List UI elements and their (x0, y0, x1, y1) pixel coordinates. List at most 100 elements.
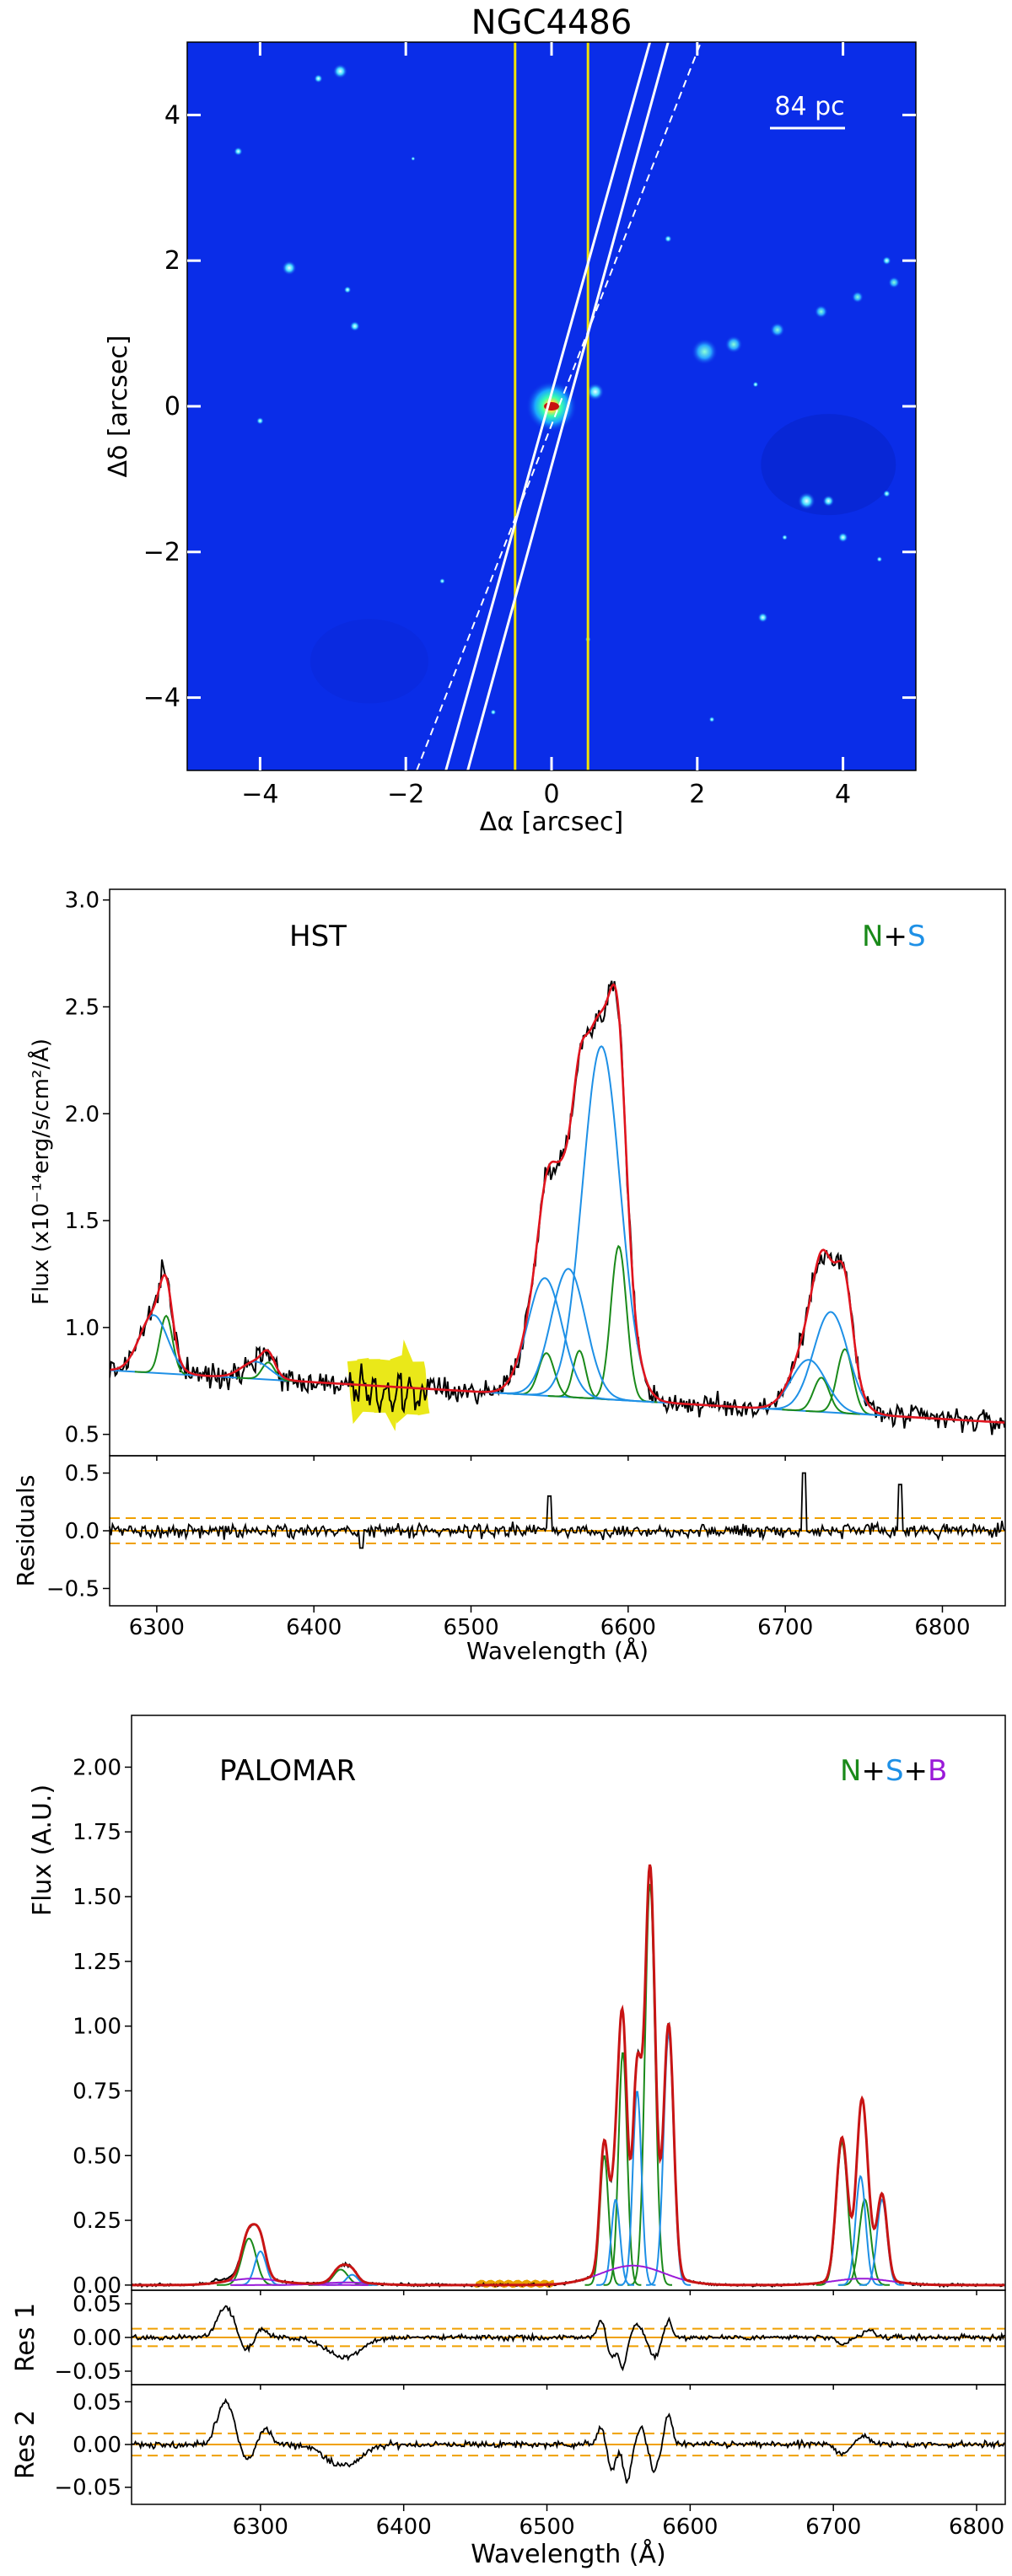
hst-xtick-label: 6700 (757, 1615, 813, 1640)
palomar-annotation: PALOMAR (219, 1754, 356, 1788)
hst-panel: HST N+S 0.5 1.0 1.5 2.0 2.5 3.0 Flux (x10⁻¹⁴e… (12, 888, 1006, 1665)
palomar-spectrum (132, 1864, 1005, 2289)
component-line (236, 1361, 299, 1382)
xtick-label: −4 (241, 780, 278, 809)
palomar-axes: 0.00 0.25 0.50 0.75 1.00 1.25 1.50 1.75 2.00 (73, 1755, 132, 2299)
slit-white-dashed (416, 42, 702, 770)
component-line (584, 2155, 623, 2286)
image-panel: NGC4486 84 pc −4 −2 0 2 4 −4 −2 0 2 4 Δα [arcsec]… (104, 3, 917, 837)
ytick-label: 2 (164, 246, 180, 276)
hst-ytick-label: 2.0 (65, 1102, 100, 1127)
hst-ytick-label: 3.0 (65, 888, 100, 914)
component-line (458, 1277, 631, 1402)
scalebar-label: 84 pc (774, 92, 844, 121)
star (822, 495, 835, 507)
pal-xtick-label: 6500 (519, 2514, 574, 2540)
component-line (859, 2198, 905, 2286)
palomar-panel: PALOMAR N+S+B 0.00 0.25 0.50 0.75 1.00 1.25 1.… (11, 1715, 1006, 2569)
jet-knot (814, 304, 828, 319)
hst-ylabel: Flux (x10⁻¹⁴erg/s/cm²/Å) (27, 1038, 54, 1305)
residual-curve (131, 2305, 1005, 2372)
component-line (837, 2175, 883, 2286)
component-line (646, 2031, 692, 2286)
pal-ytick-label: 1.75 (73, 1820, 121, 1845)
jet-knot (691, 338, 718, 365)
star (343, 286, 352, 294)
palomar-res2-ylabel: Res 2 (11, 2410, 40, 2479)
pal-ytick-label: 0.00 (73, 2273, 121, 2299)
dark-patch (310, 619, 428, 704)
hst-xtick-label: 6600 (600, 1615, 656, 1640)
ytick-label: −2 (143, 538, 180, 567)
image-title: NGC4486 (471, 3, 632, 42)
star (882, 256, 891, 266)
hst-xtick-label: 6500 (443, 1615, 498, 1640)
image-ylabel: Δδ [arcsec] (104, 335, 133, 478)
palomar-xlabel: Wavelength (Å) (471, 2539, 665, 2569)
star (757, 612, 768, 623)
dark-patch (761, 414, 896, 516)
star (876, 555, 883, 562)
star (837, 532, 848, 543)
xtick-label: 0 (543, 780, 559, 809)
star (664, 234, 672, 243)
component-line (617, 2090, 656, 2286)
slit-white-line (466, 42, 670, 770)
pal-xtick-label: 6800 (949, 2514, 1004, 2540)
ytick-label: −4 (143, 684, 180, 713)
pal-xtick-label: 6300 (233, 2514, 288, 2540)
pal-ytick-label: 1.25 (73, 1950, 121, 1975)
legend-part: + (861, 1754, 886, 1788)
hst-annotation: HST (289, 920, 347, 953)
pal-res-ytick-label: 0.05 (73, 2292, 121, 2317)
hst-res-frame (109, 1455, 1006, 1607)
slit-white-line (444, 42, 652, 770)
hst-xlabel: Wavelength (Å) (466, 1636, 649, 1665)
palomar-frame (131, 1715, 1006, 2291)
hst-ytick-label: 1.5 (65, 1209, 100, 1234)
palomar-res1-ylabel: Res 1 (11, 2303, 40, 2372)
pal-ytick-label: 2.00 (73, 1755, 121, 1780)
star (883, 490, 891, 497)
pal-ytick-label: 0.50 (73, 2144, 121, 2169)
legend-part: + (883, 920, 907, 953)
palomar-legend: N+S+B (840, 1754, 947, 1788)
hst-xtick-label: 6800 (914, 1615, 970, 1640)
component-line (782, 1377, 860, 1415)
legend-part: N (840, 1754, 861, 1788)
palomar-res2: −0.05 0.00 0.05 (54, 2390, 1005, 2501)
xtick-label: 4 (835, 780, 851, 809)
star (439, 577, 445, 584)
star (314, 74, 323, 83)
palomar-ylabel: Flux (A.U.) (28, 1784, 57, 1916)
pal-ytick-label: 0.25 (73, 2208, 121, 2234)
hst-res-ytick-label: 0.0 (65, 1519, 100, 1544)
palomar-res1: −0.05 0.00 0.05 (54, 2292, 1005, 2385)
hst-ytick-label: 2.5 (65, 995, 100, 1020)
hst-xtick-label: 6400 (286, 1615, 342, 1640)
model-fit (110, 983, 1005, 1424)
component-line (627, 1883, 672, 2286)
hst-res-ylabel: Residuals (12, 1475, 40, 1587)
pal-res-ytick-label: −0.05 (54, 2476, 121, 2501)
pal-ytick-label: 1.00 (73, 2015, 121, 2040)
pal-xtick-label: 6600 (662, 2514, 718, 2540)
pal-res-ytick-label: −0.05 (54, 2359, 121, 2385)
palomar-xaxis: 6300 6400 6500 6600 6700 6800 (233, 2290, 1004, 2540)
component-line (507, 1045, 695, 1406)
jet-knot (888, 276, 900, 289)
ytick-label: 0 (164, 392, 180, 421)
hst-axes: 0.5 1.0 1.5 2.0 2.5 3.0 (65, 888, 110, 1448)
pal-res-ytick-label: 0.00 (73, 2326, 121, 2351)
star (234, 147, 243, 156)
image-content (234, 42, 900, 770)
image-axes: −4 −2 0 2 4 −4 −2 0 2 4 (143, 42, 916, 809)
legend-part: + (904, 1754, 929, 1788)
star (586, 383, 605, 401)
pal-ytick-label: 0.75 (73, 2079, 121, 2104)
star (490, 709, 497, 716)
legend-part: S (886, 1754, 904, 1788)
hst-xaxis: 6300 6400 6500 6600 6700 6800 (129, 1456, 971, 1640)
star (798, 491, 816, 510)
